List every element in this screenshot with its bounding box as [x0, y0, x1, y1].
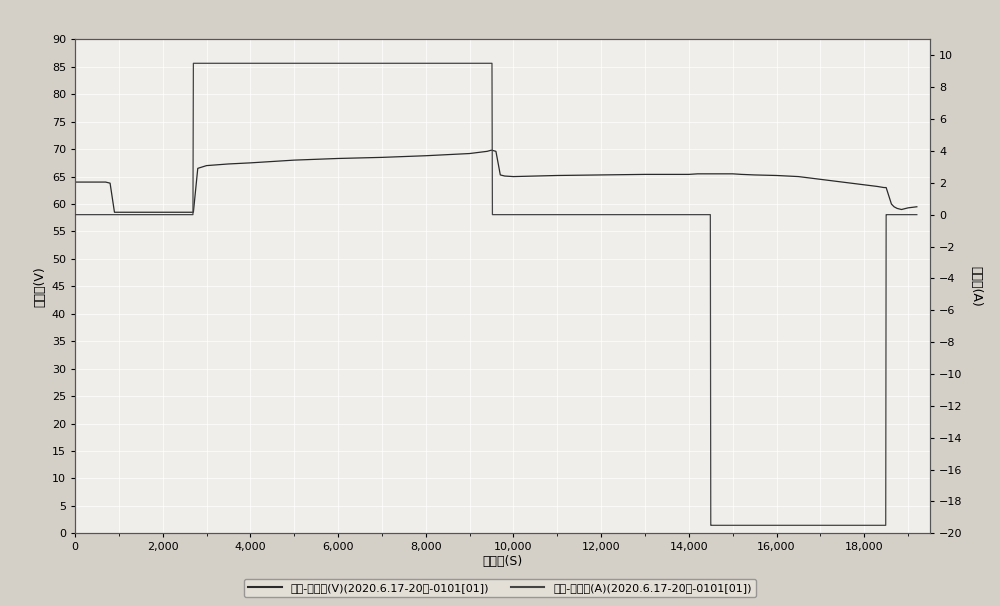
Y-axis label: 总电压(V): 总电压(V) — [33, 266, 46, 307]
X-axis label: 总时间(S): 总时间(S) — [482, 555, 523, 568]
Y-axis label: 总电流(A): 总电流(A) — [969, 266, 982, 307]
Legend: 时间-总电压(V)(2020.6.17-20度-0101[01]), 时间-总电流(A)(2020.6.17-20度-0101[01]): 时间-总电压(V)(2020.6.17-20度-0101[01]), 时间-总电… — [244, 579, 756, 598]
